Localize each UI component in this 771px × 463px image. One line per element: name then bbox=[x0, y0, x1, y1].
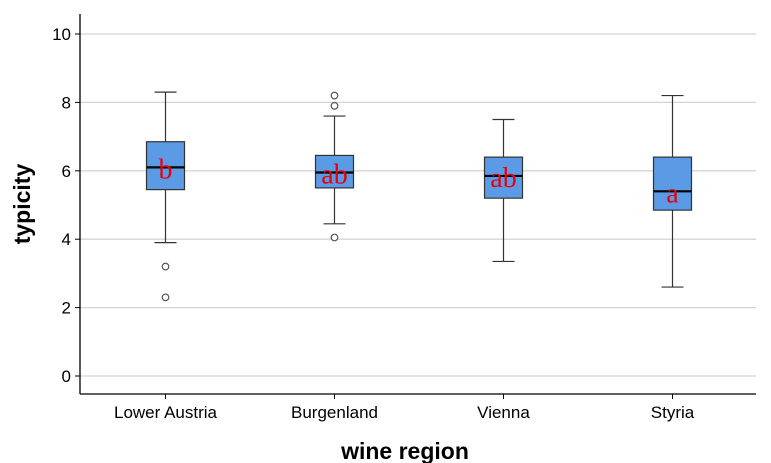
x-tick-label: Lower Austria bbox=[114, 403, 218, 422]
group-letter: ab bbox=[490, 163, 516, 194]
y-axis-title: typicity bbox=[9, 164, 35, 245]
outlier-point bbox=[161, 262, 170, 271]
iqr-box bbox=[483, 156, 524, 199]
box-lower-austria: b bbox=[145, 91, 186, 302]
x-axis-title: wine region bbox=[340, 438, 469, 463]
axes bbox=[75, 14, 756, 399]
iqr-box bbox=[652, 156, 693, 211]
iqr-box bbox=[145, 141, 186, 191]
outlier-point bbox=[330, 101, 339, 110]
y-tick-label: 6 bbox=[62, 162, 71, 181]
box-series: b ab ab a bbox=[145, 91, 693, 302]
y-tick-label: 8 bbox=[62, 93, 71, 112]
y-tick-label: 10 bbox=[52, 25, 71, 44]
x-tick-label: Burgenland bbox=[291, 403, 378, 422]
y-tick-label: 0 bbox=[62, 367, 71, 386]
y-tick-label: 2 bbox=[62, 299, 71, 318]
group-letter: ab bbox=[321, 160, 347, 191]
box-vienna: ab bbox=[483, 118, 524, 263]
x-tick-labels: Lower Austria Burgenland Vienna Styria bbox=[114, 403, 695, 422]
box-burgenland: ab bbox=[314, 91, 355, 242]
outlier-point bbox=[161, 293, 170, 302]
group-letter: a bbox=[666, 178, 679, 209]
x-tick-label: Vienna bbox=[477, 403, 530, 422]
outlier-point bbox=[330, 91, 339, 100]
box-styria: a bbox=[652, 94, 693, 288]
y-tick-labels: 0 2 4 6 8 10 bbox=[52, 25, 71, 386]
x-tick-label: Styria bbox=[651, 403, 695, 422]
grid-lines bbox=[80, 33, 756, 377]
outlier-point bbox=[330, 233, 339, 242]
group-letter: b bbox=[159, 154, 173, 185]
y-tick-label: 4 bbox=[62, 230, 71, 249]
